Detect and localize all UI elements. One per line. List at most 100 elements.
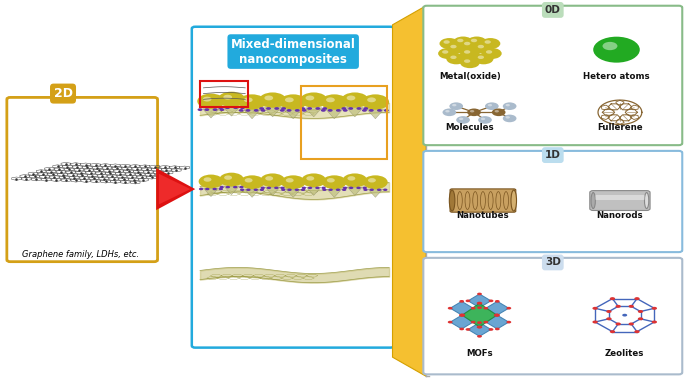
Circle shape — [377, 109, 382, 112]
Circle shape — [233, 186, 238, 188]
Circle shape — [274, 107, 279, 110]
Circle shape — [610, 330, 615, 333]
Circle shape — [459, 328, 464, 330]
Circle shape — [285, 97, 294, 102]
Circle shape — [240, 189, 245, 191]
Circle shape — [326, 97, 335, 102]
Text: Nanotubes: Nanotubes — [457, 211, 509, 220]
Text: Molecules: Molecules — [446, 123, 494, 133]
Polygon shape — [326, 110, 342, 119]
Circle shape — [245, 178, 253, 183]
Circle shape — [488, 104, 492, 106]
Ellipse shape — [511, 190, 516, 211]
Circle shape — [464, 59, 471, 63]
Circle shape — [240, 175, 264, 189]
Circle shape — [470, 110, 474, 112]
Circle shape — [460, 40, 480, 50]
Circle shape — [265, 176, 273, 181]
Circle shape — [280, 187, 285, 189]
Text: 3D: 3D — [545, 257, 561, 267]
FancyBboxPatch shape — [423, 6, 682, 145]
Circle shape — [286, 109, 292, 112]
Circle shape — [321, 94, 348, 110]
Circle shape — [322, 107, 327, 110]
FancyBboxPatch shape — [595, 195, 645, 200]
Circle shape — [485, 102, 499, 110]
Circle shape — [629, 305, 634, 308]
Circle shape — [342, 189, 347, 191]
Circle shape — [205, 188, 210, 190]
Circle shape — [264, 96, 273, 100]
Circle shape — [259, 92, 286, 108]
Circle shape — [443, 108, 456, 116]
Circle shape — [494, 314, 499, 317]
Circle shape — [616, 322, 621, 325]
Circle shape — [495, 300, 500, 303]
Circle shape — [212, 188, 217, 190]
Circle shape — [495, 314, 500, 316]
Circle shape — [336, 109, 341, 112]
Circle shape — [474, 43, 493, 53]
Polygon shape — [450, 315, 473, 329]
Circle shape — [219, 188, 223, 190]
Circle shape — [212, 108, 218, 111]
Circle shape — [450, 55, 457, 59]
Circle shape — [383, 189, 388, 191]
Circle shape — [471, 307, 475, 309]
Circle shape — [245, 109, 251, 112]
Circle shape — [225, 186, 230, 188]
Circle shape — [634, 297, 640, 300]
Circle shape — [315, 187, 320, 189]
Circle shape — [315, 107, 321, 110]
FancyBboxPatch shape — [590, 191, 650, 210]
Circle shape — [300, 107, 306, 110]
Circle shape — [506, 116, 510, 118]
Circle shape — [341, 92, 369, 108]
Circle shape — [467, 37, 486, 47]
Circle shape — [477, 45, 484, 49]
Circle shape — [477, 302, 482, 305]
FancyBboxPatch shape — [423, 151, 682, 252]
Circle shape — [218, 106, 223, 109]
Circle shape — [464, 42, 471, 45]
Circle shape — [448, 307, 453, 309]
Circle shape — [460, 314, 465, 317]
Polygon shape — [159, 174, 190, 204]
Circle shape — [460, 57, 480, 68]
Circle shape — [459, 300, 464, 303]
Circle shape — [287, 189, 292, 191]
Circle shape — [197, 94, 225, 109]
Polygon shape — [306, 187, 321, 196]
Circle shape — [336, 189, 340, 191]
Circle shape — [327, 109, 333, 112]
Circle shape — [450, 45, 457, 49]
Circle shape — [203, 177, 212, 182]
Circle shape — [651, 320, 657, 324]
Polygon shape — [367, 110, 384, 119]
Circle shape — [219, 186, 224, 188]
Circle shape — [281, 189, 286, 191]
Circle shape — [260, 187, 265, 189]
Circle shape — [471, 39, 477, 42]
Circle shape — [488, 299, 493, 302]
Circle shape — [474, 53, 493, 64]
Circle shape — [377, 189, 382, 191]
Circle shape — [629, 322, 634, 325]
Circle shape — [244, 97, 253, 102]
Circle shape — [506, 104, 510, 106]
Circle shape — [495, 110, 499, 112]
Polygon shape — [245, 189, 260, 197]
Polygon shape — [486, 315, 509, 329]
Circle shape — [362, 109, 367, 112]
Circle shape — [260, 109, 266, 112]
Circle shape — [279, 94, 307, 110]
Circle shape — [481, 118, 485, 120]
Circle shape — [238, 94, 266, 110]
Circle shape — [356, 107, 362, 110]
Circle shape — [238, 109, 244, 112]
Circle shape — [348, 107, 353, 110]
FancyBboxPatch shape — [450, 189, 516, 212]
Circle shape — [466, 299, 471, 302]
Circle shape — [266, 107, 271, 110]
Circle shape — [295, 189, 299, 191]
